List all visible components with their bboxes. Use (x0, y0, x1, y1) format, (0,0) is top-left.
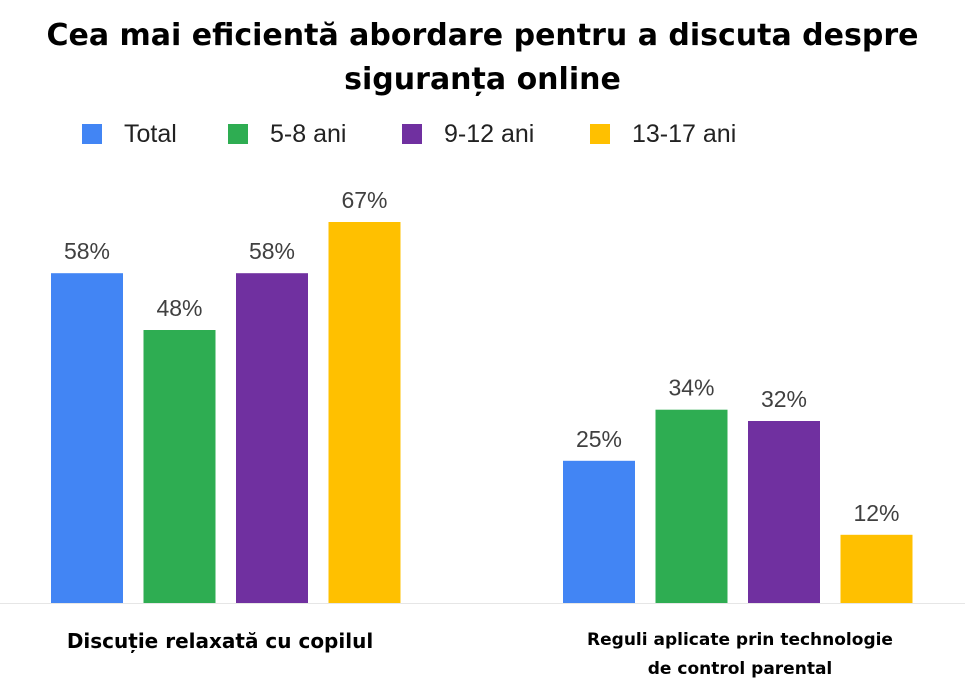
bar-total-cat-1 (563, 460, 635, 603)
category-label-parental-control: Reguli aplicate prin technologie de cont… (515, 626, 965, 684)
legend-swatch-5-8 (228, 124, 248, 144)
legend-label-13-17: 13-17 ani (632, 119, 737, 148)
legend-item-total: Total (82, 118, 177, 150)
legend: Total 5-8 ani 9-12 ani 13-17 ani (0, 118, 965, 150)
category-label-relaxed-line-1: Discuție relaxată cu copilul (66, 629, 374, 653)
data-label-5-8-ani-cat-1: 34% (668, 375, 714, 401)
data-label-5-8-ani-cat-0: 48% (156, 295, 202, 321)
legend-swatch-13-17 (590, 124, 610, 144)
category-label-relaxed-discussion: Discuție relaxată cu copilul (0, 628, 440, 654)
chart-title-line-2: siguranța online (344, 62, 621, 97)
data-label-total-cat-1: 25% (576, 426, 622, 452)
bar-total-cat-0 (51, 273, 123, 603)
chart-title-line-1: Cea mai eficientă abordare pentru a disc… (46, 18, 919, 53)
bar-13-17-ani-cat-1 (840, 534, 913, 603)
legend-swatch-total (82, 124, 102, 144)
legend-item-5-8: 5-8 ani (228, 118, 346, 150)
legend-item-9-12: 9-12 ani (402, 118, 534, 150)
category-label-parental-line-1: Reguli aplicate prin technologie (587, 630, 893, 650)
category-label-parental-line-2: de control parental (647, 659, 833, 679)
bar-5-8-ani-cat-1 (655, 409, 728, 603)
bar-13-17-ani-cat-0 (328, 222, 401, 603)
bar-5-8-ani-cat-0 (143, 330, 216, 603)
data-label-9-12-ani-cat-0: 58% (249, 238, 295, 264)
data-label-9-12-ani-cat-1: 32% (761, 386, 807, 412)
legend-label-5-8: 5-8 ani (270, 119, 347, 148)
legend-swatch-9-12 (402, 124, 422, 144)
chart-title: Cea mai eficientă abordare pentru a disc… (0, 14, 965, 102)
data-label-13-17-ani-cat-0: 67% (341, 187, 387, 213)
bar-9-12-ani-cat-1 (748, 421, 820, 603)
legend-item-13-17: 13-17 ani (590, 118, 736, 150)
legend-label-9-12: 9-12 ani (444, 119, 535, 148)
legend-label-total: Total (124, 119, 177, 148)
bar-9-12-ani-cat-0 (236, 273, 308, 603)
data-label-13-17-ani-cat-1: 12% (853, 500, 899, 526)
data-label-total-cat-0: 58% (64, 238, 110, 264)
